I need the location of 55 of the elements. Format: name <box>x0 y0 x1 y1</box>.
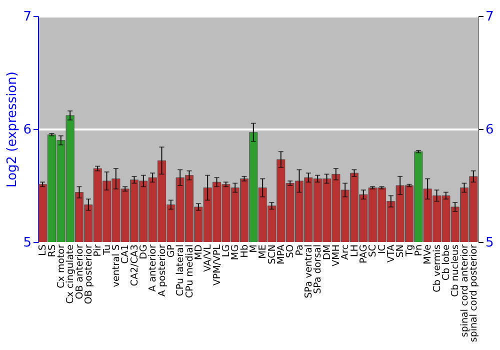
x-tick-label: VA/VL <box>202 244 214 272</box>
x-tick-label: LG <box>220 244 232 258</box>
x-tick-label: MD <box>193 244 204 260</box>
x-tick-label: SPa ventral <box>303 244 314 298</box>
x-tick-label: Tu <box>102 244 113 256</box>
x-tick-label: CA2/CA3 <box>129 244 140 286</box>
x-tick-label: OB posterior <box>83 244 94 304</box>
x-tick-label: Hb <box>239 244 250 258</box>
x-tick-label: Cx motor <box>56 244 67 288</box>
y-tick-label: 5 <box>23 236 32 250</box>
x-tick-label: Cb lobe <box>440 244 452 281</box>
x-tick-label: DG <box>138 244 150 260</box>
x-tick-label: SCN <box>266 244 278 264</box>
x-tick-label: Pn <box>413 244 424 256</box>
x-tick-label: GP <box>166 244 177 258</box>
x-tick-label: MVe <box>422 244 434 264</box>
x-tick-label: VPM/VPL <box>212 244 223 286</box>
x-tick-label: M <box>248 244 260 253</box>
y-axis-title: Log2 (expression) <box>5 72 20 188</box>
y-tick-label: 6 <box>23 122 32 138</box>
x-tick-label: spinal cord posterior <box>468 244 480 342</box>
x-tick-label: Cx cingulate <box>65 244 76 304</box>
x-tick-label: LS <box>38 244 49 256</box>
x-tick-label: SPa dorsal <box>312 244 324 294</box>
x-tick-label: A anterior <box>148 244 159 292</box>
x-tick-label: Arc <box>340 244 352 260</box>
x-tick-label: LH <box>349 244 360 257</box>
y2-tick-label: 6 <box>486 122 494 138</box>
x-tick-label: ventral S <box>110 244 122 288</box>
x-tick-label: ME <box>258 244 269 259</box>
x-tick-label: DM <box>322 244 333 260</box>
x-tick-label: spinal cord anterior <box>459 244 470 338</box>
x-tick-label: MG <box>230 244 242 260</box>
x-tick-label: Pa <box>294 244 306 256</box>
x-tick-label: Tg <box>404 244 416 258</box>
y2-tick-label: 7 <box>486 10 494 24</box>
x-tick-label: CA1 <box>120 244 132 264</box>
y2-tick-label: 5 <box>486 236 494 250</box>
x-tick-label: RS <box>46 244 58 258</box>
x-tick-label: CPu lateral <box>175 244 186 296</box>
y-tick-label: 7 <box>23 10 32 24</box>
x-tick-label: A posterior <box>156 244 168 297</box>
x-tick-label: SO <box>285 244 296 258</box>
x-tick-label: SC <box>368 244 379 258</box>
x-tick-label: VMH <box>330 244 342 266</box>
x-tick-label: Cb nucleus <box>450 244 462 297</box>
x-tick-label: CPu medial <box>184 244 196 298</box>
x-tick-label: OB anterior <box>74 244 86 300</box>
x-tick-label: PAG <box>358 244 370 264</box>
x-tick-label: MPA <box>276 244 287 264</box>
x-tick-label: VTA <box>386 244 397 263</box>
x-tick-label: IC <box>376 244 388 254</box>
x-tick-label: SN <box>395 244 406 258</box>
x-tick-label: Cb vermis <box>432 244 443 292</box>
x-tick-label: Pir <box>92 244 104 257</box>
